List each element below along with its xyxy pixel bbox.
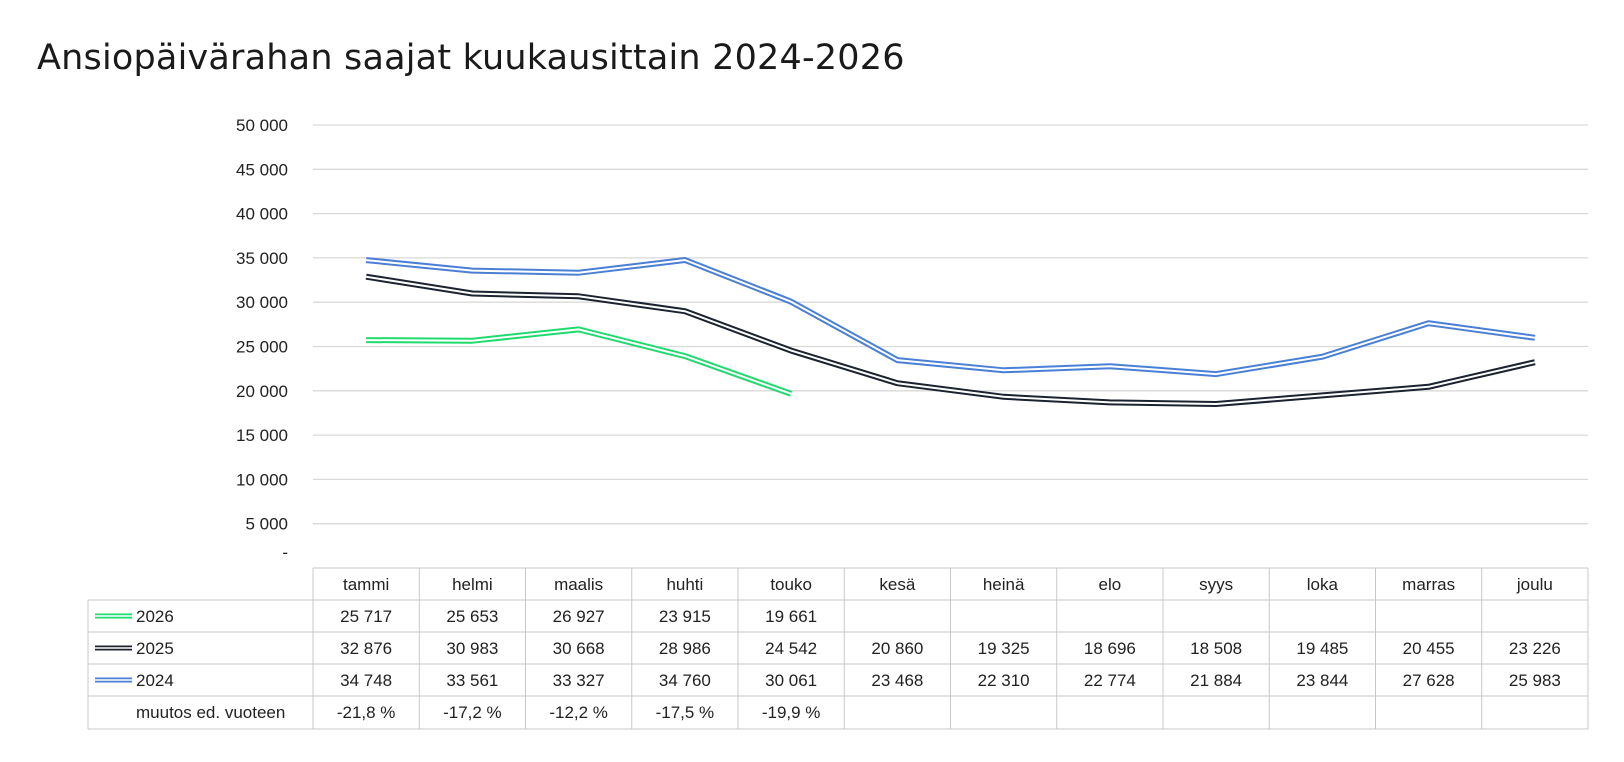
y-tick-label: 30 000 [236, 293, 288, 312]
category-label: huhti [666, 575, 703, 594]
data-label: 25 717 [340, 607, 392, 626]
category-label: tammi [343, 575, 389, 594]
data-label: 25 983 [1509, 671, 1561, 690]
y-tick-label: 25 000 [236, 338, 288, 357]
change-value: -17,2 % [443, 703, 502, 722]
data-label: 23 226 [1509, 639, 1561, 658]
data-label: 30 668 [553, 639, 605, 658]
change-value: -12,2 % [549, 703, 608, 722]
change-value: -17,5 % [656, 703, 715, 722]
data-label: 32 876 [340, 639, 392, 658]
y-tick-label: 10 000 [236, 470, 288, 489]
data-label: 18 696 [1084, 639, 1136, 658]
y-tick-label: 35 000 [236, 249, 288, 268]
y-tick-label: 45 000 [236, 160, 288, 179]
data-label: 23 844 [1296, 671, 1348, 690]
y-tick-label: 50 000 [236, 116, 288, 135]
data-table: tammi helmi maalis huhti touko kesä heinä elo sy… [87, 567, 1589, 730]
gridlines [313, 124, 1588, 525]
data-label: 22 310 [978, 671, 1030, 690]
series-line-2024-inner [366, 259, 1536, 376]
category-label: loka [1307, 575, 1339, 594]
data-label: 24 542 [765, 639, 817, 658]
y-tick-label: 40 000 [236, 205, 288, 224]
y-tick-label: 15 000 [236, 426, 288, 445]
data-label: 30 061 [765, 671, 817, 690]
category-label: marras [1402, 575, 1455, 594]
category-label: kesä [879, 575, 915, 594]
category-label: joulu [1516, 575, 1553, 594]
y-tick-label: - [282, 543, 288, 562]
data-label: 33 561 [446, 671, 498, 690]
data-label: 19 485 [1296, 639, 1348, 658]
data-label: 20 860 [871, 639, 923, 658]
y-tick-label: 5 000 [245, 515, 288, 534]
data-label: 22 774 [1084, 671, 1136, 690]
category-label: elo [1099, 575, 1122, 594]
category-label: touko [770, 575, 812, 594]
category-label: syys [1199, 575, 1233, 594]
data-label: 23 915 [659, 607, 711, 626]
series-line-2026-inner [366, 328, 792, 395]
data-label: 30 983 [446, 639, 498, 658]
data-label: 23 468 [871, 671, 923, 690]
data-label: 20 455 [1403, 639, 1455, 658]
change-value: -21,8 % [337, 703, 396, 722]
data-label: 33 327 [553, 671, 605, 690]
series-line-2025-inner [365, 275, 1536, 405]
series-line-2024 [365, 257, 1536, 378]
chart-title: Ansiopäivärahan saajat kuukausittain 202… [37, 38, 905, 78]
series-lines [365, 257, 1536, 407]
data-label: 27 628 [1403, 671, 1455, 690]
category-label: maalis [554, 575, 603, 594]
data-label: 18 508 [1190, 639, 1242, 658]
category-label: heinä [983, 575, 1025, 594]
series-line-2026 [366, 326, 793, 397]
data-label: 26 927 [553, 607, 605, 626]
legend-label: 2024 [136, 671, 174, 690]
data-label: 34 760 [659, 671, 711, 690]
data-label: 34 748 [340, 671, 392, 690]
category-label: helmi [452, 575, 493, 594]
legend-label: 2025 [136, 639, 174, 658]
y-tick-label: 20 000 [236, 382, 288, 401]
data-label: 19 661 [765, 607, 817, 626]
y-axis-ticks: - 5 000 10 000 15 000 20 000 25 000 30 000 35 0… [236, 116, 288, 562]
data-label: 25 653 [446, 607, 498, 626]
data-label: 28 986 [659, 639, 711, 658]
data-label: 21 884 [1190, 671, 1242, 690]
legend-label: 2026 [136, 607, 174, 626]
data-label: 19 325 [978, 639, 1030, 658]
change-row-label: muutos ed. vuoteen [136, 703, 285, 722]
change-value: -19,9 % [762, 703, 821, 722]
